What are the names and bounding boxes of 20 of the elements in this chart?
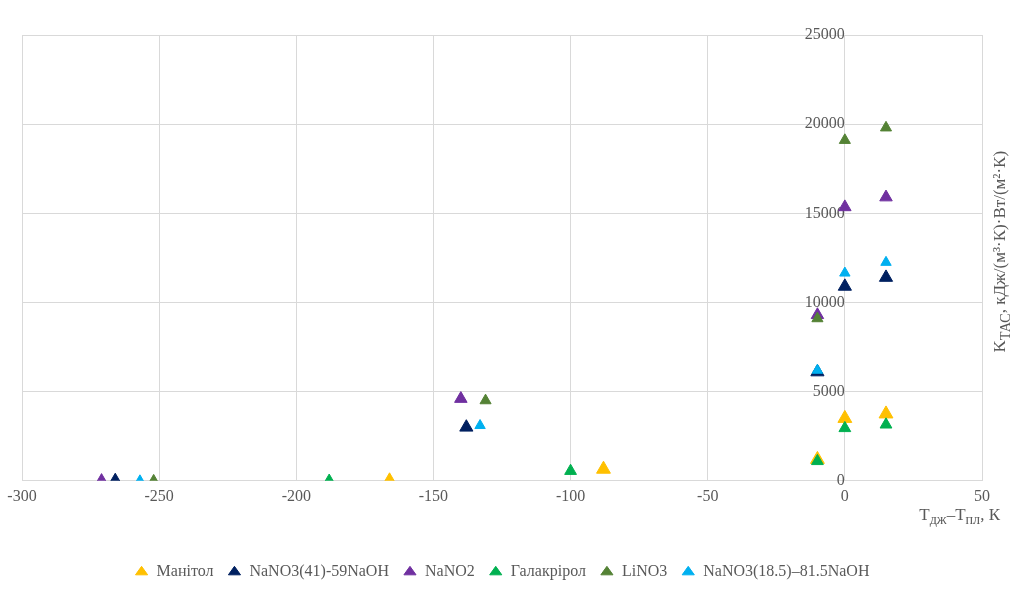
legend-label: NaNO2 xyxy=(424,562,475,580)
y-tick-label: 0 xyxy=(836,471,845,488)
legend-label: NaNO3(41)-59NaOH xyxy=(249,562,390,581)
x-tick-label: -150 xyxy=(418,486,449,504)
legend-label: LiNO3 xyxy=(621,562,668,580)
y-tick-label: 10000 xyxy=(804,292,845,310)
y-tick-label: 25000 xyxy=(804,25,845,43)
x-tick-label: -100 xyxy=(555,486,586,504)
legend-label: NaNO3(18.5)–81.5NaOH xyxy=(703,562,870,581)
y-tick-label: 15000 xyxy=(804,203,845,221)
x-tick-label: -300 xyxy=(7,486,37,504)
x-axis-title: T$_{дж}$–T$_{пл}$, К xyxy=(919,505,1000,529)
legend-label: Галакрірол xyxy=(510,562,586,581)
legend-label: Манітол xyxy=(156,562,214,580)
x-tick-label: -50 xyxy=(697,486,719,504)
y-tick-label: 5000 xyxy=(812,381,845,399)
x-tick-label: 50 xyxy=(974,486,990,504)
x-tick-label: -250 xyxy=(144,486,174,504)
y-tick-label: 20000 xyxy=(804,114,845,132)
x-tick-label: -200 xyxy=(281,486,311,504)
